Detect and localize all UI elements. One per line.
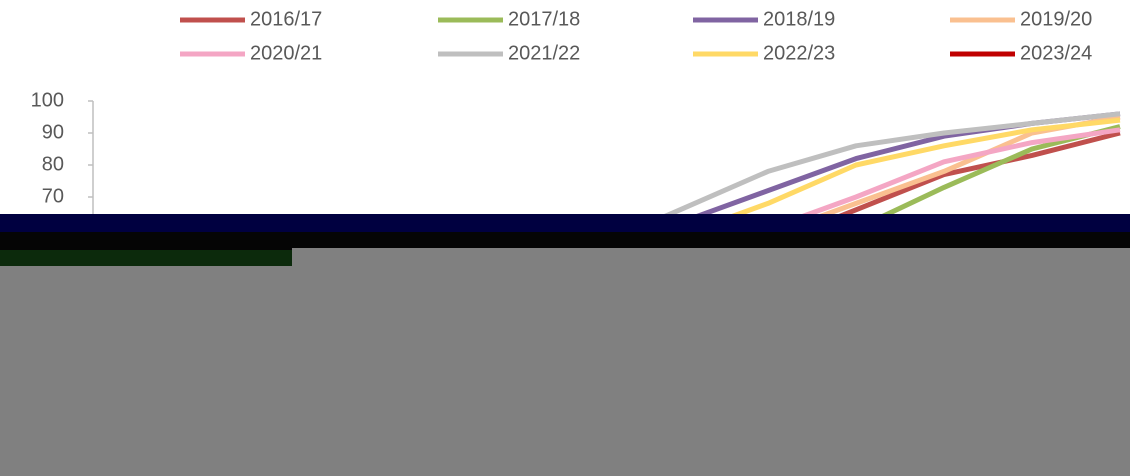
y-tick-label: 90: [42, 121, 64, 143]
series-line: [731, 117, 1121, 214]
legend-label: 2020/21: [250, 42, 322, 64]
legend-label: 2021/22: [508, 42, 580, 64]
series-line: [838, 130, 1121, 214]
y-tick-label: 70: [42, 185, 64, 207]
corruption-area: [0, 266, 1130, 476]
legend-label: 2016/17: [250, 8, 322, 30]
legend: 2016/17 2017/18 2018/19 2019/20 2020/21 2021/…: [180, 8, 1092, 64]
corruption-band: [0, 214, 1130, 232]
y-tick-label: 80: [42, 153, 64, 175]
series-line: [881, 124, 1121, 214]
series-line: [801, 127, 1121, 214]
plot-area: [664, 111, 1121, 214]
y-tick-label: 100: [31, 89, 64, 111]
legend-label: 2019/20: [1020, 8, 1092, 30]
legend-label: 2018/19: [763, 8, 835, 30]
corruption-band: [0, 250, 292, 266]
series-line: [696, 111, 1121, 214]
series-line: [664, 111, 1121, 214]
legend-label: 2022/23: [763, 42, 835, 64]
corruption-area: [292, 248, 1130, 266]
series-line: [819, 114, 1121, 214]
legend-label: 2017/18: [508, 8, 580, 30]
legend-label: 2023/24: [1020, 42, 1092, 64]
